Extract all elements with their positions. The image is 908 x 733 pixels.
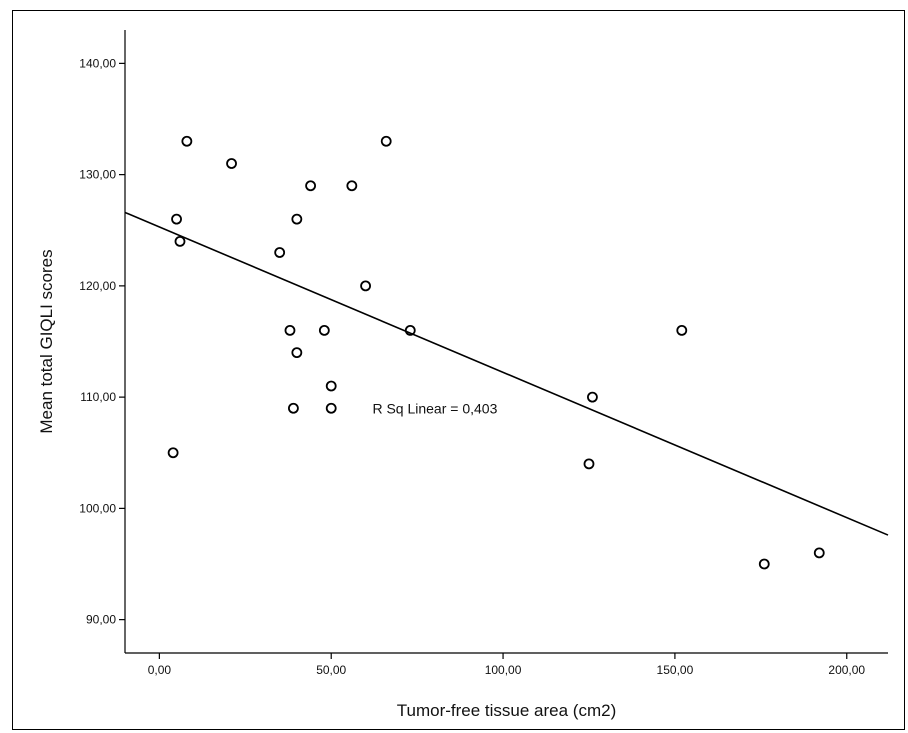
y-axis-title: Mean total GIQLI scores: [37, 249, 56, 433]
chart-frame: [12, 10, 905, 730]
y-tick-label: 100,00: [79, 501, 116, 515]
data-point: [758, 558, 770, 570]
axes: [124, 30, 888, 654]
data-point: [291, 347, 303, 359]
x-tick-label: 150,00: [657, 663, 694, 677]
data-point: [288, 402, 299, 414]
data-point: [174, 235, 186, 247]
data-point: [291, 213, 303, 225]
data-point: [676, 324, 688, 336]
x-tick-label: 200,00: [828, 663, 865, 677]
data-point: [587, 391, 598, 403]
data-points: [167, 135, 825, 570]
data-point: [325, 402, 337, 414]
data-point: [360, 280, 371, 292]
y-ticks: 90,00 100,00 110,00 120,00 130,00 140,00: [79, 56, 125, 627]
data-point: [284, 324, 296, 336]
data-point: [325, 380, 337, 392]
data-point: [346, 180, 358, 192]
data-point: [181, 135, 193, 147]
regression-line: [124, 211, 889, 536]
data-point: [226, 158, 237, 169]
y-tick-label: 120,00: [79, 279, 116, 293]
y-tick-label: 130,00: [79, 168, 116, 182]
data-point: [305, 180, 316, 192]
x-tick-label: 0,00: [148, 663, 172, 677]
data-point: [813, 547, 825, 559]
y-tick-label: 90,00: [86, 613, 116, 627]
y-tick-label: 140,00: [79, 56, 116, 70]
r-squared-annotation: R Sq Linear = 0,403: [372, 400, 497, 416]
x-axis-title: Tumor-free tissue area (cm2): [397, 701, 616, 720]
data-point: [380, 135, 392, 147]
data-point: [404, 324, 416, 336]
data-point: [583, 458, 595, 470]
fit-line-group: [124, 211, 889, 536]
data-point: [318, 324, 330, 336]
data-point: [171, 213, 182, 225]
data-point: [274, 247, 286, 258]
x-tick-label: 50,00: [316, 663, 346, 677]
y-tick-label: 110,00: [80, 390, 116, 404]
x-ticks: 0,00 50,00 100,00 150,00 200,00: [148, 653, 865, 677]
data-point: [167, 447, 179, 459]
x-tick-label: 100,00: [485, 663, 522, 677]
